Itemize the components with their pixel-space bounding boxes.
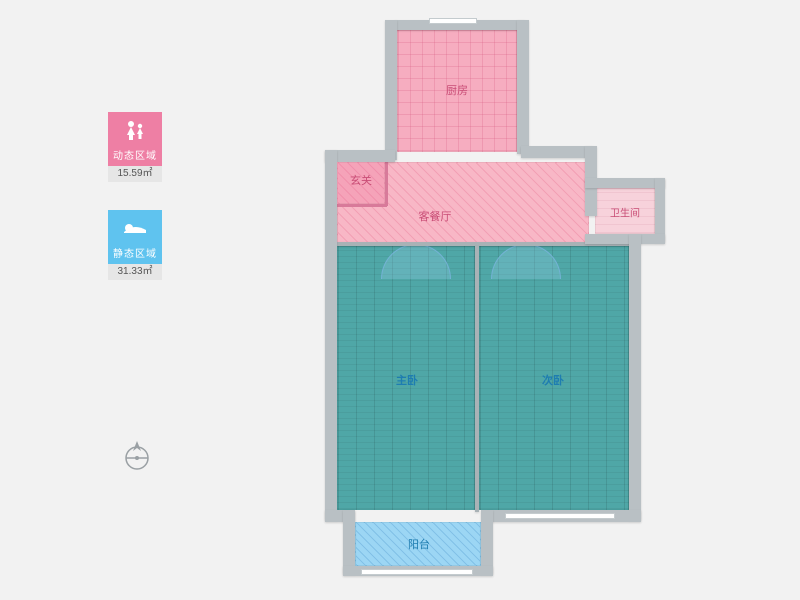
- legend-static-title: 静态区域: [108, 246, 162, 264]
- legend-static-value: 31.33㎡: [108, 264, 162, 280]
- wall: [517, 20, 529, 154]
- wall: [521, 146, 593, 158]
- wall: [481, 510, 493, 574]
- wall: [585, 178, 665, 188]
- label-master-bed: 主卧: [396, 372, 418, 388]
- floorplan: 厨房 玄关 客餐厅 卫生间 主卧 次卧 阳台: [325, 20, 665, 580]
- legend-static: 静态区域 31.33㎡: [108, 210, 162, 280]
- label-bathroom: 卫生间: [610, 205, 640, 220]
- window-mark: [361, 569, 473, 575]
- wall: [585, 234, 665, 244]
- legend-panel: 动态区域 15.59㎡ 静态区域 31.33㎡: [108, 112, 168, 308]
- label-kitchen: 厨房: [446, 82, 468, 98]
- window-mark: [429, 18, 477, 24]
- sleep-icon: [108, 210, 162, 246]
- label-balcony: 阳台: [408, 536, 430, 552]
- wall: [385, 20, 397, 160]
- window-mark: [505, 513, 615, 519]
- label-second-bed: 次卧: [542, 372, 564, 388]
- legend-dynamic-title: 动态区域: [108, 148, 162, 166]
- wall: [655, 178, 665, 242]
- compass-icon: [120, 438, 154, 472]
- wall: [325, 150, 337, 520]
- people-icon: [108, 112, 162, 148]
- legend-dynamic: 动态区域 15.59㎡: [108, 112, 162, 182]
- inner-wall: [385, 162, 388, 206]
- inner-wall: [337, 204, 387, 207]
- inner-wall: [475, 246, 479, 512]
- legend-dynamic-value: 15.59㎡: [108, 166, 162, 182]
- label-living: 客餐厅: [419, 208, 452, 224]
- wall: [629, 234, 641, 520]
- label-entry: 玄关: [350, 172, 372, 188]
- wall: [343, 510, 355, 574]
